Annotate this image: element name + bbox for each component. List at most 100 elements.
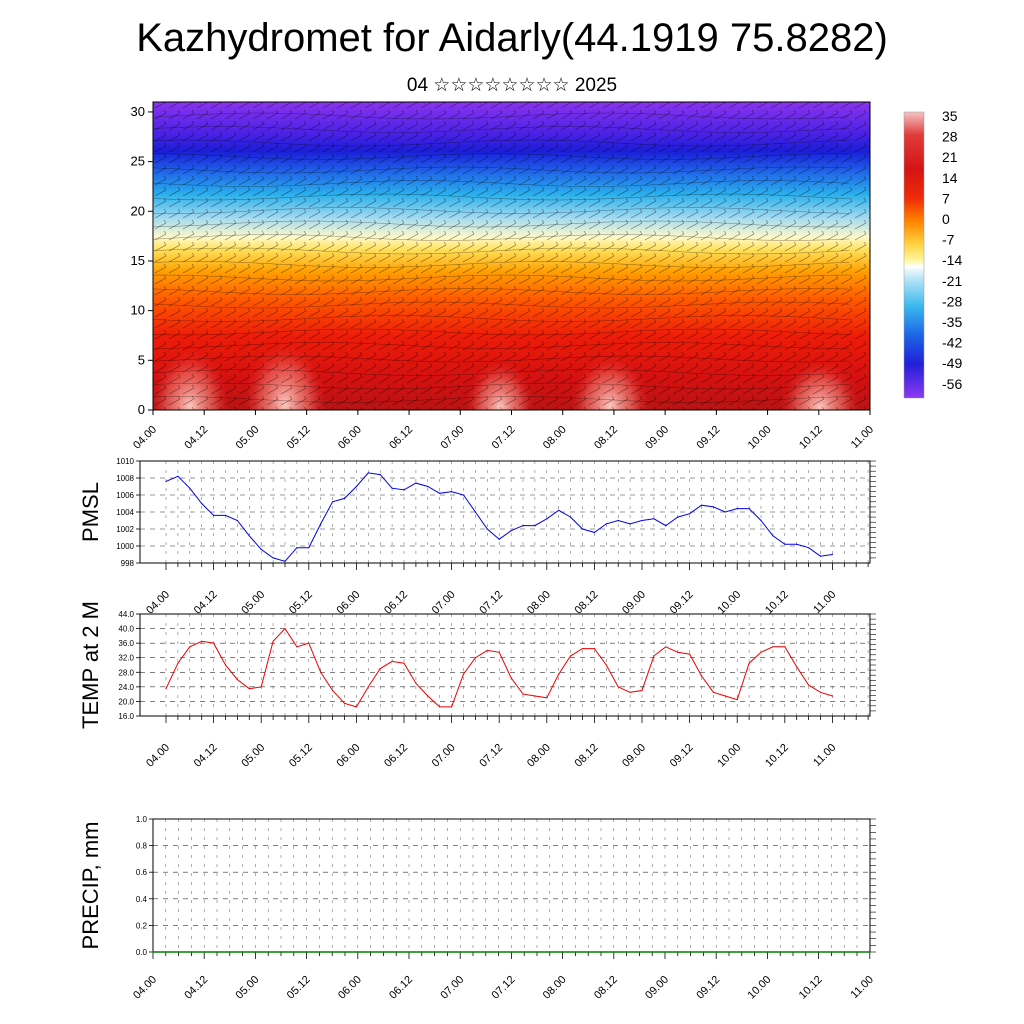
y-tick-label: 20 [131,203,145,218]
data-point [308,642,310,644]
data-point [819,691,822,693]
colorbar-label: -35 [942,314,962,330]
data-point [308,547,310,549]
data-point [152,951,154,953]
data-point [415,482,417,484]
data-point [617,686,619,688]
data-point [332,501,334,503]
colorbar-label: -14 [942,252,962,268]
y-tick-label: 25 [131,154,145,169]
data-point [379,474,381,476]
x-tick-label: 07.12 [490,424,518,452]
x-tick-label: 06.00 [336,424,364,452]
y-tick-label: 0.0 [136,948,148,957]
data-point [439,706,441,708]
y-tick-label: 1006 [116,491,134,500]
data-point [224,664,227,666]
y-tick-label: 1008 [116,474,134,483]
contour-line [153,369,850,376]
data-point [677,951,679,953]
x-tick-label: 05.12 [285,424,313,452]
x-tick-label: 05.00 [234,974,262,1002]
data-point [379,668,381,670]
x-tick-label: 09.12 [694,974,722,1002]
data-point [546,697,548,699]
contour-line [153,396,850,403]
y-tick-label: 1.0 [136,815,148,824]
data-point [474,511,476,513]
data-point [284,560,286,562]
x-tick-label: 06.00 [335,589,363,617]
data-point [421,951,423,953]
data-point [779,951,781,953]
data-point [715,951,717,953]
data-point [523,951,525,953]
data-point [427,695,429,697]
data-point [766,951,769,953]
y-tick-label: 20.0 [118,697,134,706]
temp2m-panel: 16.0 20.0 24.0 28.0 32.0 36.0 40.0 44.0 04.00 04.… [78,601,876,770]
y-tick-label: 0.4 [136,895,148,904]
colorbar-ramp [903,111,925,399]
x-tick-label: 08.00 [541,974,569,1002]
data-point [741,951,743,953]
x-tick-label: 09.12 [668,742,696,770]
y-tick-label: 40.0 [118,625,134,634]
colorbar-label: 14 [942,170,958,186]
data-point [641,519,643,522]
y-tick-label: 10 [131,303,145,318]
data-point [784,543,786,545]
colorbar-label: 0 [942,211,950,227]
data-point [498,651,500,653]
data-point [486,649,488,652]
data-point [689,513,691,515]
y-tick-label: 0.8 [136,842,148,851]
data-point [546,518,548,520]
contour-line [153,180,850,187]
x-tick-label: 09.12 [695,424,723,452]
data-point [427,485,429,488]
y-tick-label: 16.0 [118,712,134,721]
y-tick-label: 1000 [116,542,134,551]
x-tick-label: 11.00 [849,974,876,1001]
data-point [605,664,607,666]
data-point [203,951,205,953]
x-tick-label: 05.00 [239,589,267,617]
y-axis-label: PRECIP, mm [78,822,103,950]
data-point [293,951,295,953]
x-tick-label: 06.12 [387,974,415,1002]
data-point [831,695,834,697]
data-point [391,487,393,489]
data-point [284,628,286,630]
precip-panel: 0.0 0.2 0.4 0.6 0.8 1.0 04.00 04.12 05.00 05.12 06… [78,815,876,1002]
data-point [201,502,203,505]
cross-section-panel: 0 5 10 15 20 25 30 04.00 04.12 05.00 05.12 06.00 06.… [131,101,876,452]
data-point [690,951,692,953]
data-point [830,951,833,953]
data-point [641,689,643,692]
colorbar-label: -56 [942,376,962,392]
x-tick-label: 04.00 [131,424,159,452]
data-point [498,538,500,540]
x-tick-label: 09.00 [620,742,648,770]
x-tick-label: 05.12 [285,974,313,1002]
x-tick-label: 11.00 [811,589,838,616]
data-point [415,682,417,684]
x-tick-label: 10.12 [763,742,791,770]
data-point [236,679,238,681]
data-point [593,648,596,650]
data-point [792,951,794,953]
y-tick-label: 28.0 [118,668,134,677]
data-point [177,475,179,477]
data-point [700,504,703,506]
x-tick-label: 08.00 [525,589,553,617]
x-tick-label: 07.00 [430,589,458,617]
contour-line [153,274,850,282]
contour-line [153,382,850,390]
data-point [260,686,262,688]
data-point [724,511,726,513]
x-tick-label: 08.12 [573,742,601,770]
data-point [651,951,653,953]
data-point [446,951,448,953]
data-point [562,951,564,953]
